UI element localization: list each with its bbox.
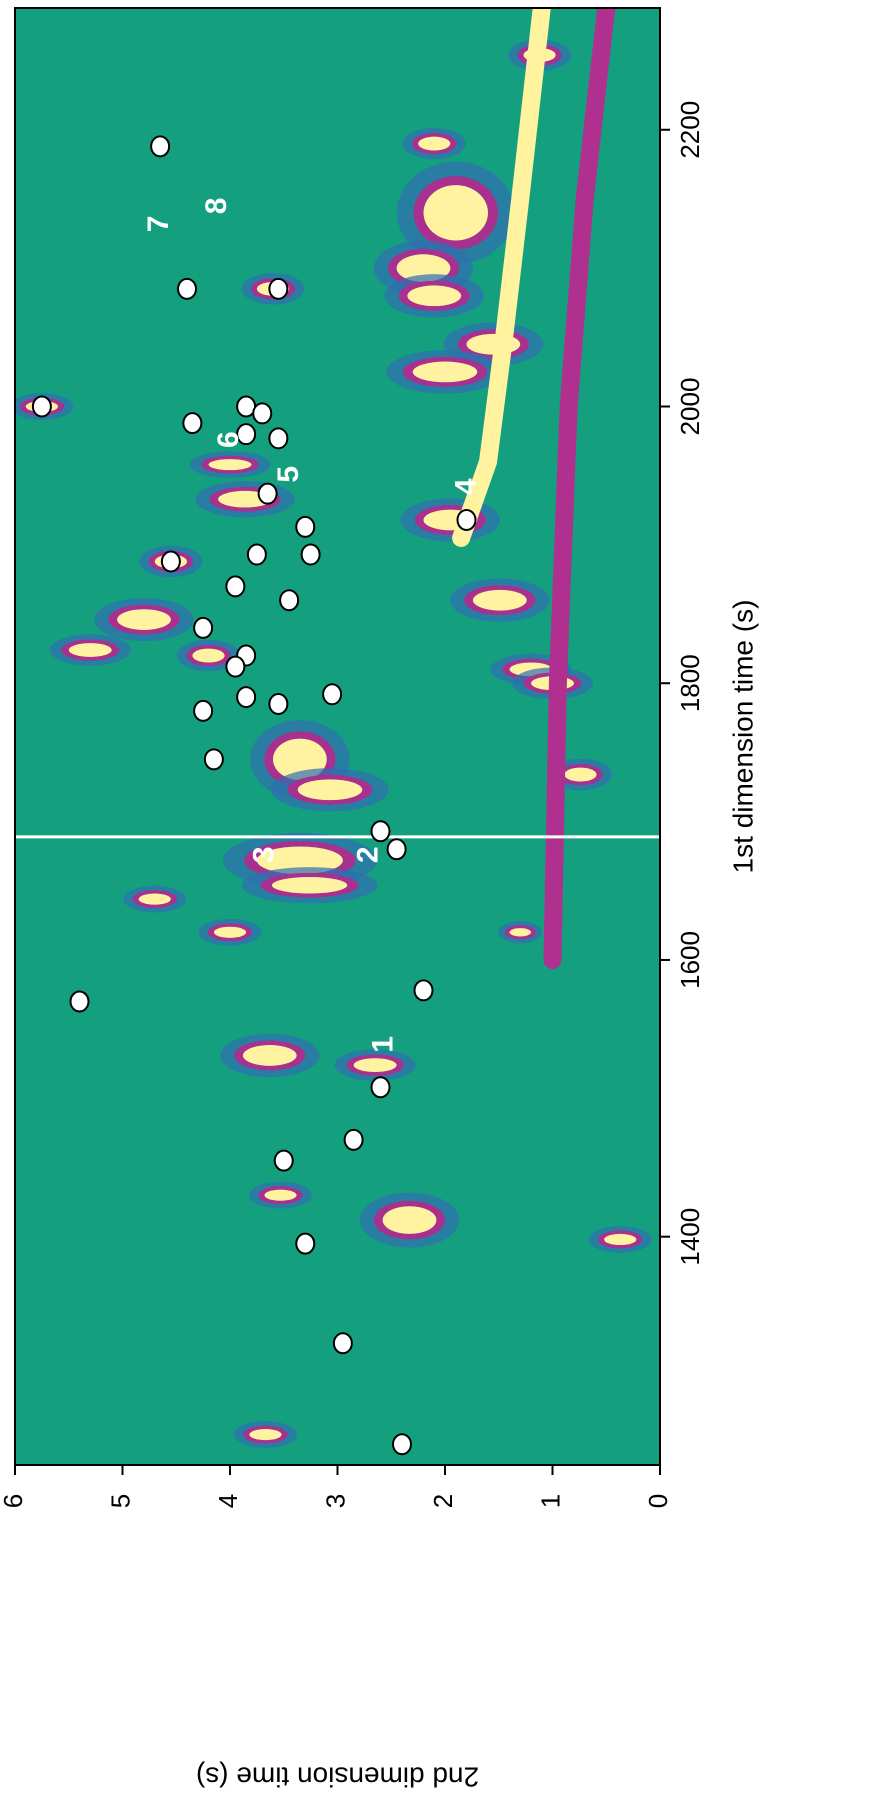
y-axis-label: 2nd dimension time (s)	[196, 1762, 479, 1793]
x-axis-label: 1st dimension time (s)	[727, 600, 758, 874]
spot-core	[298, 779, 363, 800]
spot-core	[243, 1045, 297, 1066]
annotation: 7	[142, 216, 175, 233]
spot-core	[264, 1190, 296, 1201]
peak-marker	[259, 484, 277, 504]
spot-core	[249, 1429, 281, 1440]
peak-marker	[71, 991, 89, 1011]
peak-marker	[415, 980, 433, 1000]
annotation: 2	[352, 846, 385, 863]
spot-core	[272, 877, 347, 894]
peak-marker	[323, 684, 341, 704]
spot-core	[354, 1058, 397, 1072]
annotation: 6	[212, 431, 245, 448]
x-tick-label: 1400	[675, 1208, 705, 1266]
peak-marker	[269, 279, 287, 299]
chart: 1 2 3 4 5 6 7 8 1400 1600 1800 2000 2200 0 1 2 3 4 5 6 1st …	[0, 0, 883, 1810]
peak-marker	[194, 701, 212, 721]
y-tick-label: 6	[0, 1494, 28, 1508]
peak-marker	[253, 403, 271, 423]
annotation: 3	[247, 846, 280, 863]
peak-marker	[226, 657, 244, 677]
peak-marker	[162, 551, 180, 571]
annotation: 1	[367, 1036, 400, 1053]
y-tick-label: 1	[535, 1494, 565, 1508]
peak-marker	[226, 576, 244, 596]
peak-marker	[388, 839, 406, 859]
peak-marker	[237, 687, 255, 707]
spot-core	[604, 1234, 636, 1245]
peak-marker	[269, 694, 287, 714]
peak-marker	[183, 413, 201, 433]
spot-core	[473, 590, 527, 611]
peak-marker	[372, 1077, 390, 1097]
y-tick-label: 3	[320, 1494, 350, 1508]
peak-marker	[302, 545, 320, 565]
peak-marker	[393, 1434, 411, 1454]
annotation: 5	[272, 466, 305, 483]
peak-marker	[296, 517, 314, 537]
spot-core	[564, 768, 596, 782]
spot-core	[214, 927, 246, 938]
spot-core	[117, 609, 171, 630]
spot-core	[69, 643, 112, 657]
peak-marker	[458, 510, 476, 530]
peak-marker	[205, 749, 223, 769]
annotation: 4	[449, 478, 482, 495]
peak-marker	[334, 1333, 352, 1353]
peak-marker	[194, 618, 212, 638]
spot-core	[424, 185, 489, 240]
spot-core	[383, 1206, 437, 1234]
page: {"chart_data": { "type": "scatter", "x_l…	[0, 0, 883, 1810]
spot-core	[510, 928, 532, 936]
peak-marker	[296, 1234, 314, 1254]
peak-marker	[280, 590, 298, 610]
peak-marker	[178, 279, 196, 299]
x-tick-label: 1800	[675, 654, 705, 712]
y-tick-label: 4	[213, 1494, 243, 1508]
x-tick-label: 2200	[675, 101, 705, 159]
peak-marker	[248, 545, 266, 565]
y-tick-label: 0	[643, 1494, 673, 1508]
x-tick-label: 1600	[675, 931, 705, 989]
spot-core	[209, 459, 252, 470]
peak-marker	[345, 1130, 363, 1150]
x-tick-label: 2000	[675, 378, 705, 436]
spot-core	[139, 894, 171, 905]
spot-core	[407, 285, 461, 306]
spot-core	[413, 362, 478, 383]
spot-core	[192, 649, 224, 663]
peak-marker	[151, 136, 169, 156]
peak-marker	[33, 396, 51, 416]
y-tick-label: 2	[428, 1494, 458, 1508]
peak-marker	[275, 1151, 293, 1171]
peak-marker	[269, 428, 287, 448]
peak-marker	[372, 821, 390, 841]
y-tick-label: 5	[105, 1494, 135, 1508]
spot-core	[418, 137, 450, 151]
annotation: 8	[200, 198, 233, 215]
